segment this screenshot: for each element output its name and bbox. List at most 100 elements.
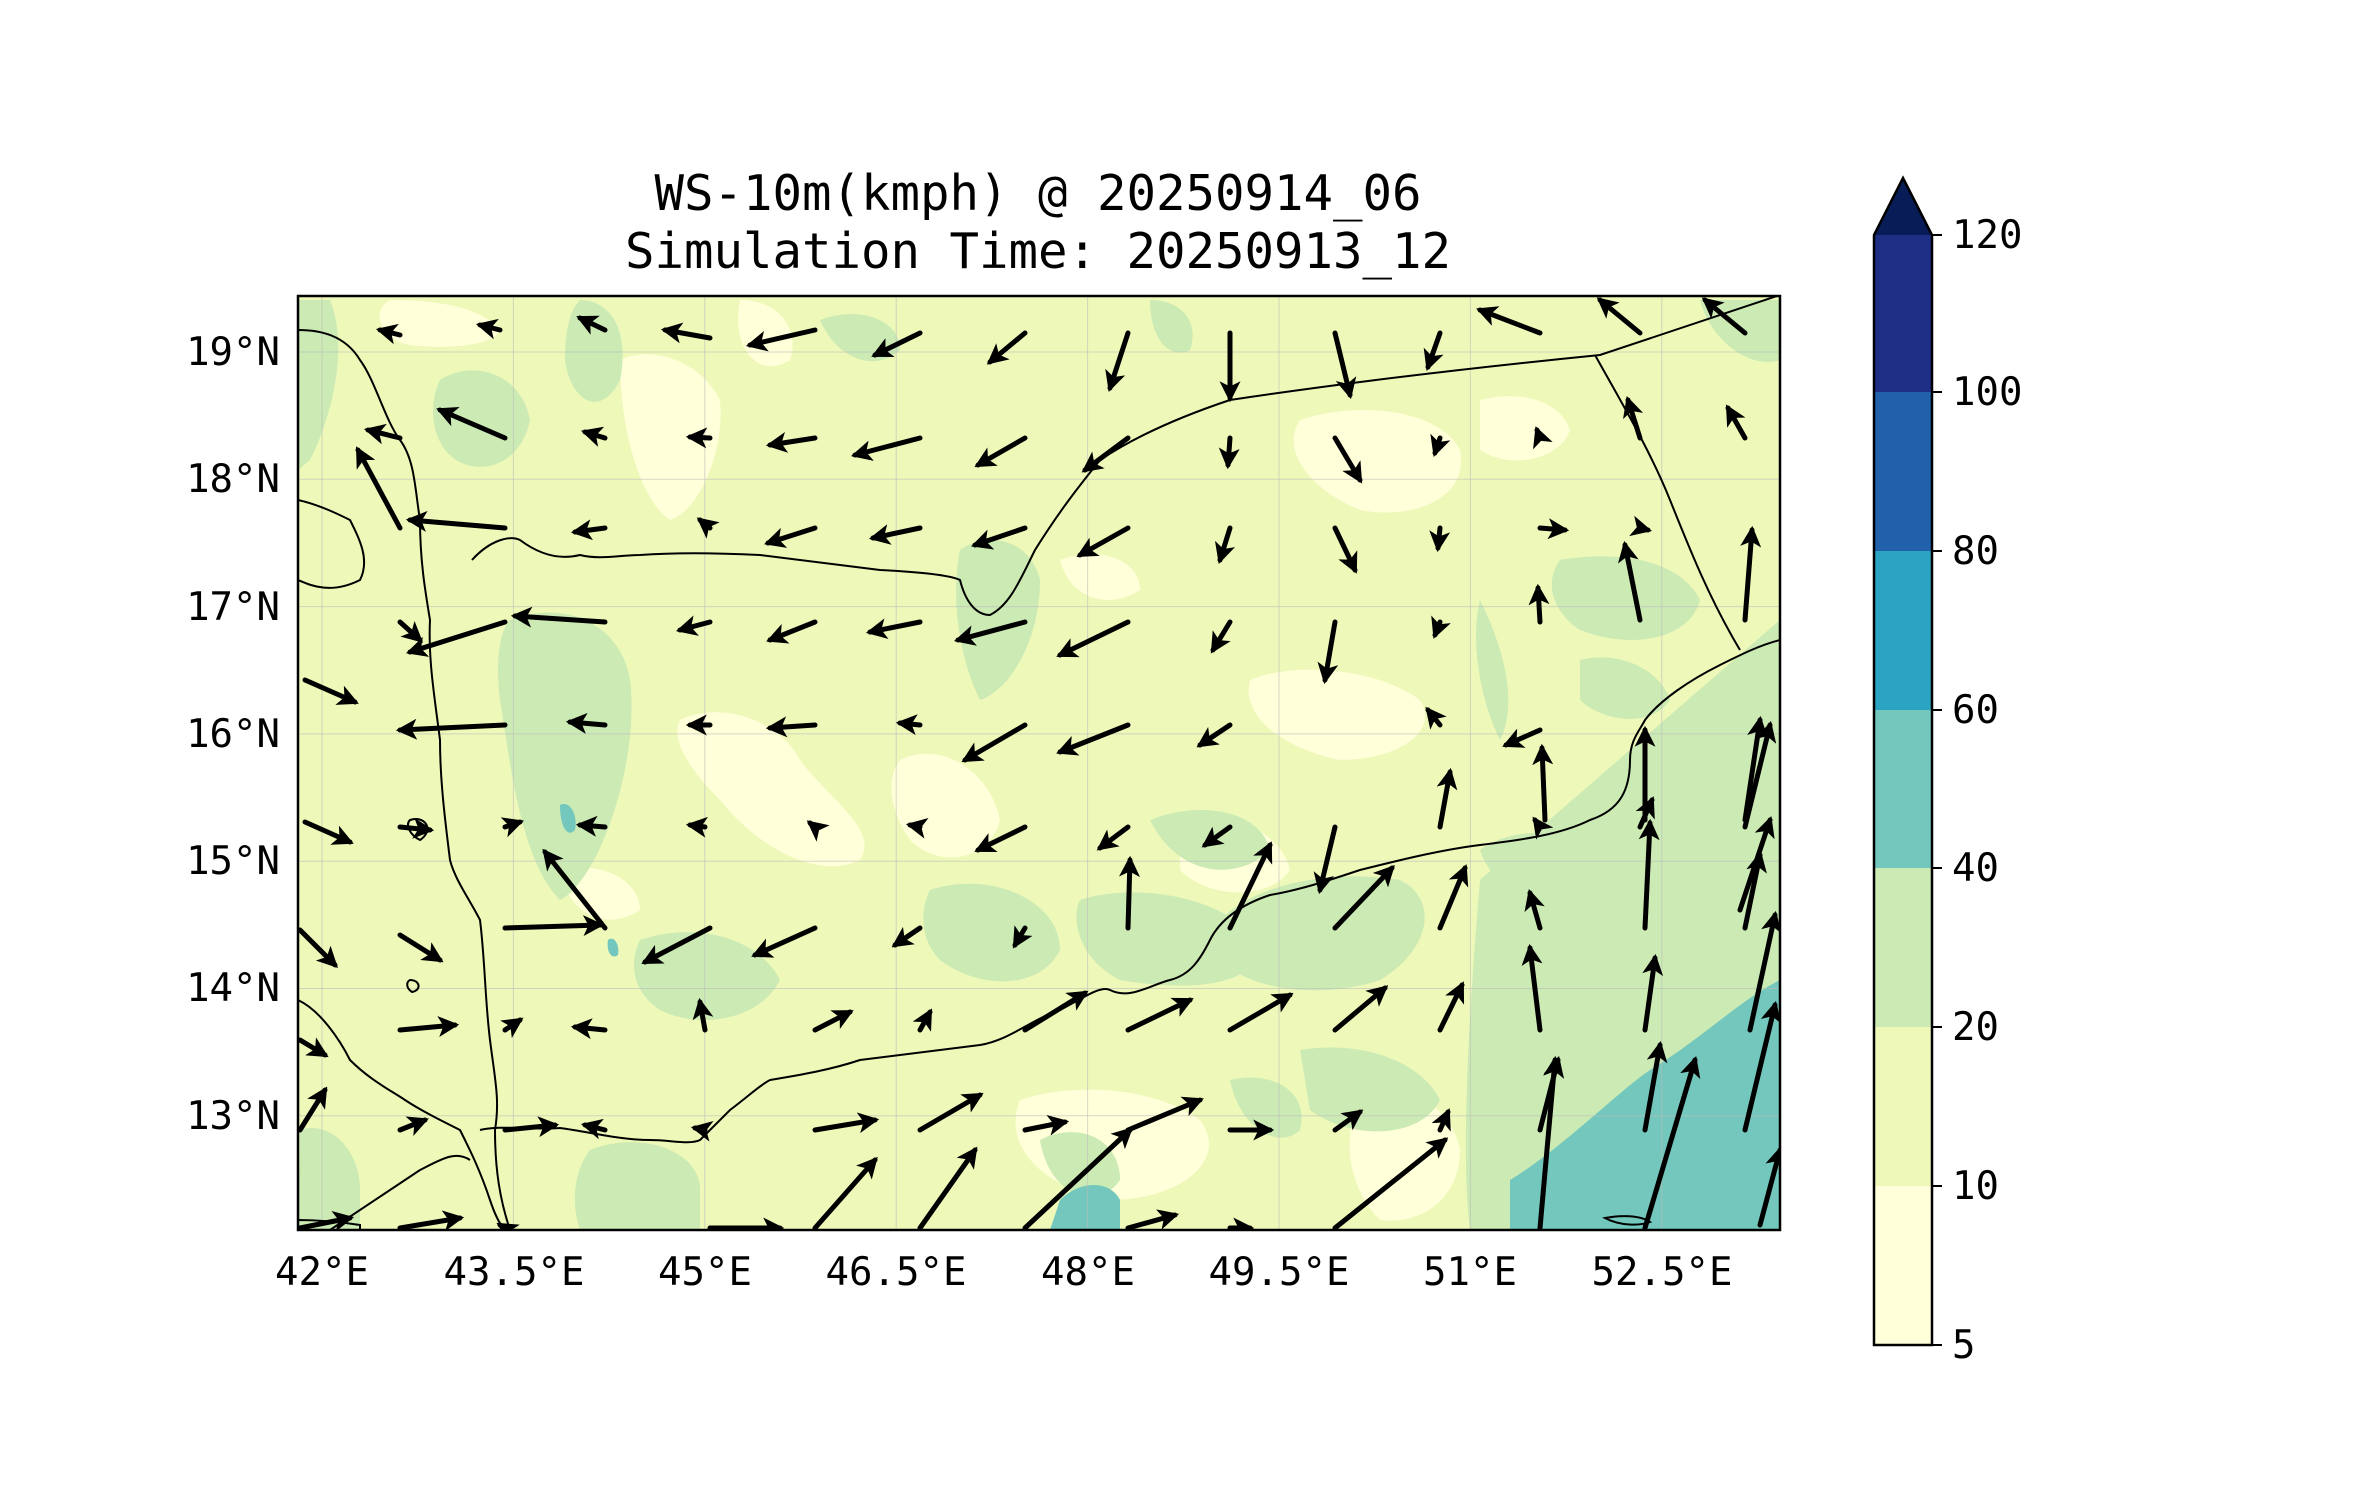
wind-vector-arrow bbox=[1476, 306, 1543, 336]
wind-vector-arrow bbox=[917, 1092, 984, 1133]
map-title-line1: WS-10m(kmph) @ 20250914_06 bbox=[654, 165, 1421, 222]
wind-vector-arrow bbox=[865, 618, 923, 640]
wind-vector-arrow bbox=[500, 817, 524, 838]
wind-vector-arrow bbox=[763, 525, 818, 548]
wind-vector-arrow bbox=[1214, 525, 1236, 565]
wind-vector-arrow bbox=[1332, 525, 1358, 574]
wind-vector-arrow bbox=[1332, 985, 1389, 1033]
wind-vector-arrow bbox=[1332, 330, 1357, 400]
wind-vector-arrow bbox=[1332, 1109, 1364, 1133]
x-tick-label: 51°E bbox=[1423, 1250, 1517, 1295]
colorbar-extend-arrow bbox=[1874, 178, 1932, 235]
wind-vector-arrow bbox=[1757, 1145, 1780, 1228]
wind-vector-arrow bbox=[397, 817, 435, 839]
wind-vector-arrow bbox=[1125, 1096, 1204, 1133]
wind-vector-arrow bbox=[298, 1086, 328, 1133]
wind-vector-arrow bbox=[298, 1037, 329, 1058]
wind-vector-arrow bbox=[745, 327, 818, 352]
wind-vector-arrow bbox=[1629, 515, 1653, 537]
wind-vector-arrow bbox=[1521, 943, 1543, 1033]
wind-vector-arrow bbox=[1218, 435, 1240, 470]
wind-vector-arrow bbox=[1437, 981, 1465, 1033]
wind-vector-arrow bbox=[1227, 992, 1294, 1033]
wind-vector-arrow bbox=[1125, 1209, 1180, 1230]
wind-vector-arrow bbox=[1623, 395, 1644, 441]
wind-vector-arrow bbox=[765, 716, 818, 738]
wind-vector-arrow bbox=[570, 519, 608, 541]
wind-vector-arrow bbox=[1537, 1055, 1564, 1230]
y-tick-label: 14°N bbox=[186, 966, 280, 1011]
colorbar-bin-20-40 bbox=[1874, 868, 1932, 1027]
wind-vector-arrow bbox=[397, 1116, 429, 1136]
wind-vector-arrow bbox=[1317, 619, 1339, 685]
wind-vector-arrow bbox=[405, 510, 508, 532]
wind-vector-arrow bbox=[1210, 619, 1233, 654]
colorbar-tick-label: 60 bbox=[1952, 688, 1999, 733]
x-tick-label: 48°E bbox=[1041, 1250, 1135, 1295]
wind-vector-arrow bbox=[871, 330, 923, 358]
wind-vector-arrow bbox=[1642, 1055, 1701, 1230]
wind-vector-arrow bbox=[1056, 722, 1131, 756]
wind-vector-arrow bbox=[363, 423, 403, 445]
wind-vector-arrow bbox=[1740, 525, 1762, 623]
wind-vector-arrow bbox=[1022, 1114, 1070, 1136]
wind-vector-arrow bbox=[812, 1009, 854, 1033]
wind-vector-arrow bbox=[1431, 1108, 1451, 1133]
wind-vector-arrow bbox=[405, 619, 508, 657]
wind-vector-arrow bbox=[1638, 818, 1660, 931]
wind-vector-arrow bbox=[542, 848, 608, 931]
wind-vector-arrow bbox=[850, 435, 923, 461]
wind-vector-arrow bbox=[395, 718, 508, 740]
wind-vector-arrow bbox=[891, 925, 923, 948]
wind-vector-arrow bbox=[751, 925, 818, 958]
y-tick-label: 13°N bbox=[186, 1094, 280, 1139]
wind-vector-arrow bbox=[917, 1146, 978, 1230]
colorbar-bin-10-20 bbox=[1874, 1027, 1932, 1186]
colorbar-tick-label: 100 bbox=[1952, 370, 2022, 415]
colorbar: 5 10 20 40 60 80 100 120 bbox=[1872, 175, 2022, 1368]
wind-vector-arrow bbox=[575, 815, 608, 837]
wind-vector-arrow bbox=[1532, 816, 1554, 840]
wind-vector-arrow bbox=[302, 819, 354, 845]
wind-vector-arrow bbox=[397, 1210, 465, 1230]
colorbar-tick-label: 10 bbox=[1952, 1164, 1999, 1209]
wind-vector-arrow bbox=[1081, 435, 1131, 473]
wind-vector-arrow bbox=[1012, 925, 1033, 949]
wind-vector-arrow bbox=[1423, 330, 1444, 371]
y-tick-label: 18°N bbox=[186, 457, 280, 502]
wind-vector-arrow bbox=[1425, 706, 1447, 730]
wind-vector-arrow bbox=[912, 1008, 933, 1033]
wind-vector-arrow bbox=[1313, 824, 1338, 895]
x-tick-label: 42°E bbox=[275, 1250, 369, 1295]
wind-vector-arrow bbox=[510, 606, 608, 628]
wind-vector-arrow bbox=[1642, 1040, 1668, 1133]
wind-vector-arrow bbox=[1096, 824, 1131, 851]
wind-vector-arrow bbox=[685, 427, 713, 449]
wind-vector-arrow bbox=[1022, 990, 1089, 1033]
wind-vector-arrow bbox=[660, 322, 713, 344]
wind-vector-arrow bbox=[961, 722, 1028, 763]
y-tick-label: 17°N bbox=[186, 585, 280, 630]
wind-vector-arrow bbox=[355, 446, 403, 531]
y-tick-label: 19°N bbox=[186, 330, 280, 375]
wind-vector-arrow bbox=[675, 615, 713, 636]
wind-vector-arrow bbox=[1105, 330, 1131, 392]
wind-vector-arrow bbox=[1332, 1137, 1449, 1230]
wind-vector-arrow bbox=[1537, 518, 1570, 540]
wind-vector-arrow bbox=[765, 432, 818, 453]
wind-vector-arrow bbox=[1431, 615, 1451, 639]
colorbar-bin-80-100 bbox=[1874, 392, 1932, 551]
wind-vector-arrow bbox=[685, 816, 709, 838]
wind-vector-arrow bbox=[397, 932, 444, 963]
wind-vector-arrow bbox=[895, 714, 923, 736]
colorbar-tick-label: 20 bbox=[1952, 1005, 1999, 1050]
wind-vector-arrow bbox=[971, 525, 1028, 550]
wind-vector-arrow bbox=[298, 927, 338, 968]
wind-vector-arrow bbox=[953, 619, 1028, 646]
wind-vector-arrow bbox=[1725, 404, 1748, 441]
wind-vector-arrow bbox=[1533, 426, 1553, 450]
wind-vector-arrow bbox=[696, 517, 720, 539]
wind-vector-arrow bbox=[905, 817, 929, 839]
map-panel bbox=[298, 296, 1780, 1230]
